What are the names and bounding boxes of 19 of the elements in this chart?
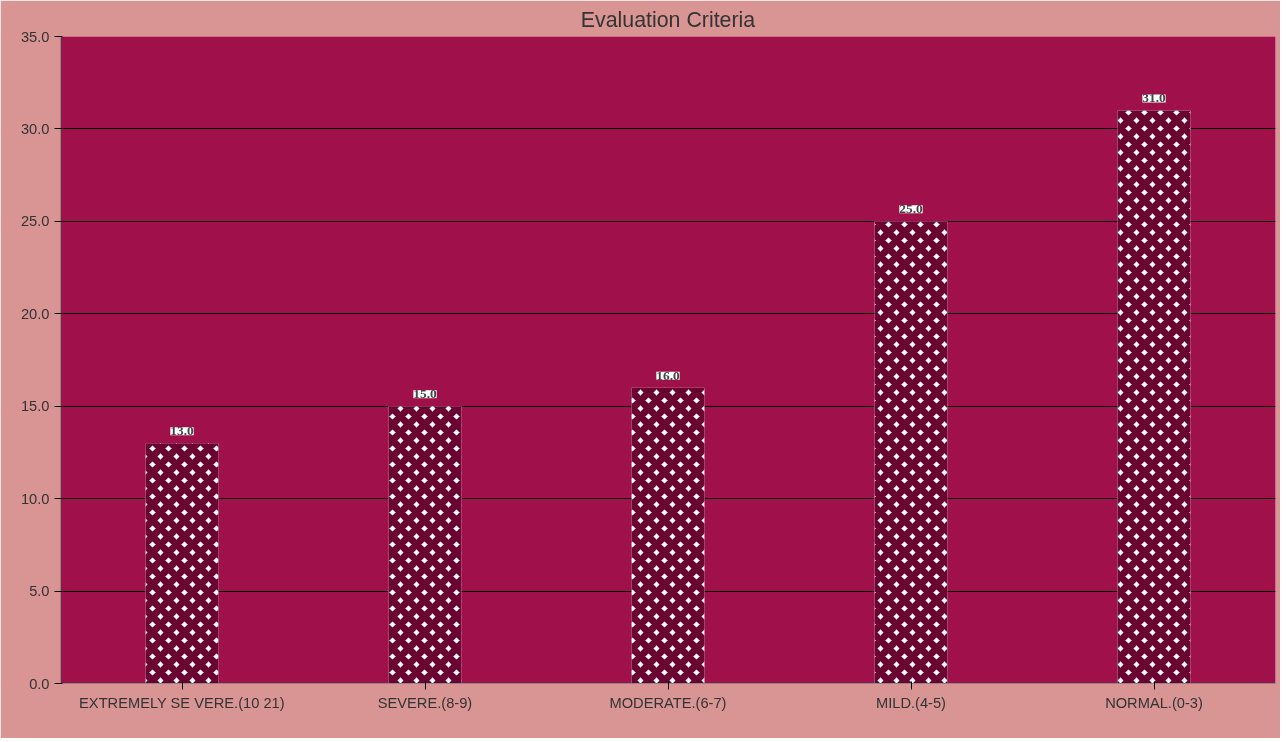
data-label: 13.0 [170,423,194,439]
y-tick-label: 35.0 [20,28,50,45]
chart-title: Evaluation Criteria [580,7,756,32]
y-tick-label: 0.0 [29,675,50,692]
data-label: 15.0 [413,386,437,402]
x-tick-label: NORMAL.(0-3) [1105,694,1203,711]
data-label: 25.0 [899,201,923,217]
y-tick-label: 5.0 [29,583,50,600]
x-tick-label: MODERATE.(6-7) [609,694,727,711]
data-label: 16.0 [656,367,680,383]
y-tick-label: 25.0 [20,213,50,230]
y-tick-label: 15.0 [20,398,50,415]
y-tick-label: 20.0 [20,305,50,322]
y-tick-label: 30.0 [20,120,50,137]
x-tick-label: MILD.(4-5) [875,694,947,711]
x-tick-label: EXTREMELY SE VERE.(10 21) [79,694,285,711]
x-tick-label: SEVERE.(8-9) [377,694,473,711]
data-label: 31.0 [1142,90,1166,106]
y-tick-label: 10.0 [20,490,50,507]
